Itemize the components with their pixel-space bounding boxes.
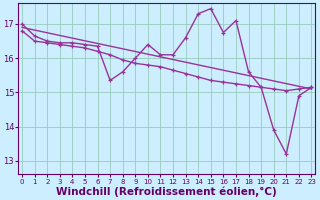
X-axis label: Windchill (Refroidissement éolien,°C): Windchill (Refroidissement éolien,°C) bbox=[56, 186, 277, 197]
